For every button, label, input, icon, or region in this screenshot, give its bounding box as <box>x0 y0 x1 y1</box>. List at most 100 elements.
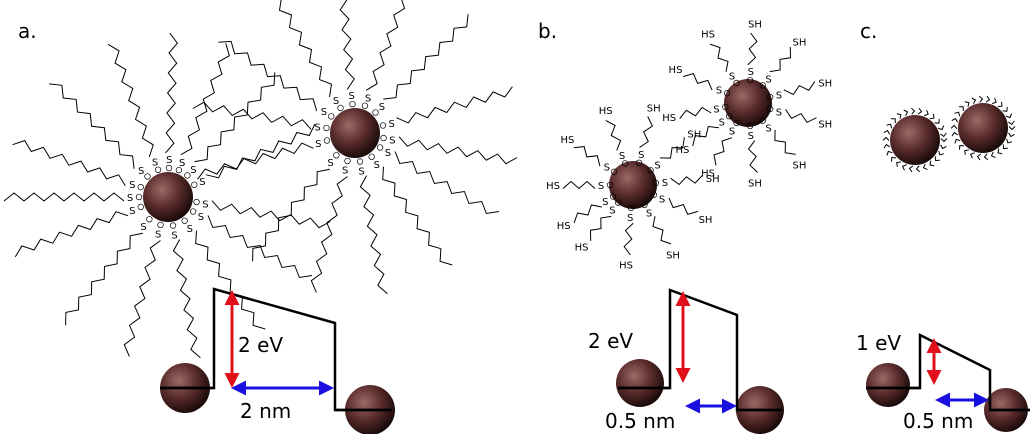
ligand-head: S <box>349 91 355 102</box>
ligand-chain <box>883 138 889 141</box>
charge <box>377 145 383 151</box>
ligand-tail: HS <box>575 242 589 253</box>
ligand-head: S <box>140 222 146 233</box>
ligand-head: S <box>202 200 208 211</box>
ligand-head: S <box>729 127 735 138</box>
ligand-chain <box>360 176 387 294</box>
ligand-chain <box>910 166 913 172</box>
ligand-chain <box>311 177 347 293</box>
ligand-chain <box>606 120 621 150</box>
ligand-head: S <box>138 166 144 177</box>
ligand-head: S <box>748 131 754 142</box>
ligand-chain <box>714 138 732 166</box>
ligand-chain <box>195 72 275 161</box>
barrier-width: 0.5 nm <box>605 409 675 433</box>
ligand-chain <box>972 98 976 104</box>
ligand-chain <box>4 193 124 201</box>
ligand-tail: SH <box>748 19 762 30</box>
ligand-head: S <box>333 96 339 107</box>
ligand-head: S <box>187 224 193 235</box>
charge <box>369 154 375 160</box>
ligand-chain <box>992 98 996 103</box>
ligand-chain <box>959 107 963 111</box>
ligand-chain <box>66 233 143 325</box>
nanoparticle <box>890 115 940 165</box>
ligand-chain <box>124 241 160 357</box>
charge <box>182 218 188 224</box>
nanoparticle <box>330 108 380 158</box>
panel-label: a. <box>18 19 37 43</box>
charge <box>158 222 164 228</box>
ligand-head: S <box>765 74 771 85</box>
nanoparticle <box>609 161 657 209</box>
ligand-tail: SH <box>699 215 713 226</box>
ligand-chain <box>383 14 468 99</box>
ligand-head: S <box>199 177 205 188</box>
ligand-head: S <box>166 155 172 166</box>
ligand-chain <box>951 126 957 129</box>
ligand-chain <box>998 149 1002 154</box>
barrier-width: 0.5 nm <box>903 409 973 433</box>
ligand-chain <box>383 167 453 265</box>
ligand-head: S <box>129 180 135 191</box>
ligand-head: S <box>729 71 735 82</box>
charge <box>166 165 172 171</box>
charge <box>136 194 142 200</box>
ligand-chain <box>15 212 128 257</box>
ligand-tail: SH <box>748 179 762 190</box>
ligand-head: S <box>619 151 625 162</box>
ligand-chain <box>930 114 934 119</box>
ligand-head: S <box>776 107 782 118</box>
barrier-height: 2 eV <box>238 333 283 357</box>
charge <box>170 223 176 229</box>
ligand-chain <box>786 110 817 123</box>
ligand-chain <box>775 130 796 155</box>
ligand-chain <box>903 165 907 171</box>
ligand-chain <box>770 47 791 72</box>
ligand-head: S <box>646 209 652 220</box>
ligand-chain <box>166 33 178 153</box>
ligand-head: S <box>765 124 771 135</box>
ligand-chain <box>624 223 633 255</box>
ligand-chain <box>978 154 981 160</box>
ligand-head: S <box>365 93 371 104</box>
ligand-chain <box>891 119 895 123</box>
ligand-chain <box>784 82 815 95</box>
charge <box>357 159 363 165</box>
ligand-chain <box>917 166 920 172</box>
ligand-chain <box>955 112 960 116</box>
ligand-tail: HS <box>546 181 560 192</box>
ligand-chain <box>985 154 988 160</box>
ligand-tail: HS <box>701 168 715 179</box>
ligand-tail: SH <box>818 78 832 89</box>
ligand-chain <box>591 216 612 241</box>
ligand-chain <box>397 87 513 123</box>
ligand-chain <box>930 161 934 166</box>
ligand-chain <box>939 151 944 155</box>
ligand-chain <box>1009 133 1015 137</box>
ligand-chain <box>108 44 153 157</box>
nanoparticle <box>143 172 193 222</box>
ligand-chain <box>952 133 958 137</box>
ligand-head: S <box>385 148 391 159</box>
ligand-chain <box>212 201 330 228</box>
ligand-tail: SH <box>818 120 832 131</box>
ligand-chain <box>986 96 990 102</box>
ligand-chain <box>399 137 517 164</box>
ligand-chain <box>884 145 890 149</box>
ligand-chain <box>671 175 703 184</box>
ligand-chain <box>952 119 958 123</box>
ligand-head: S <box>321 107 327 118</box>
ligand-head: S <box>155 230 161 241</box>
ligand-chain <box>911 108 914 114</box>
ligand-chain <box>1008 121 1014 124</box>
charge <box>328 114 334 120</box>
ligand-head: S <box>627 213 633 224</box>
ligand-chain <box>1003 107 1008 111</box>
charge <box>380 123 386 129</box>
charge <box>373 110 379 116</box>
ligand-chain <box>979 96 982 102</box>
ligand-tail: SH <box>666 250 680 261</box>
charge <box>145 174 151 180</box>
panel-label: b. <box>538 19 557 43</box>
